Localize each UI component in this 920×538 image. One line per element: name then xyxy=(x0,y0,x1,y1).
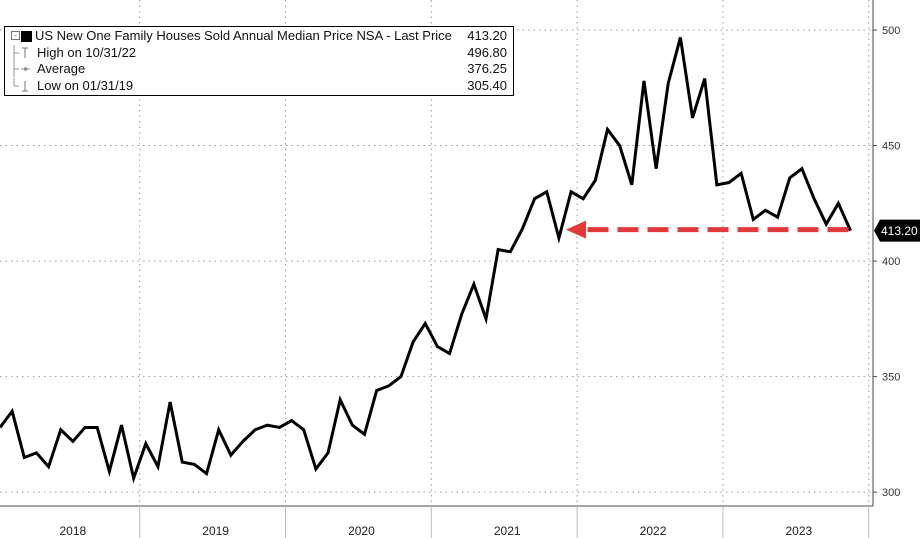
last-value-label: 413.20 xyxy=(881,224,918,238)
low-marker-icon xyxy=(11,77,35,94)
y-tick-label: 300 xyxy=(882,487,900,499)
grid xyxy=(0,0,873,506)
legend-row-high: High on 10/31/22 496.80 xyxy=(11,44,507,62)
legend-average-label: Average xyxy=(37,61,86,76)
x-tick-label: 2019 xyxy=(202,524,229,538)
x-tick-label: 2021 xyxy=(494,524,521,538)
legend-row-average: Average 376.25 xyxy=(11,61,507,78)
y-ticks: 300 350 400 450 500 xyxy=(873,25,900,499)
y-tick-label: 350 xyxy=(882,372,900,384)
x-tick-label: 2018 xyxy=(60,524,87,538)
series-line xyxy=(0,37,852,484)
x-tick-labels: 2018 2019 2020 2021 2022 2023 xyxy=(60,524,813,538)
y-tick-label: 500 xyxy=(882,25,900,37)
annotation-arrowhead xyxy=(566,220,586,239)
legend-row-title: - US New One Family Houses Sold Annual M… xyxy=(11,28,507,45)
collapse-icon[interactable]: - xyxy=(11,31,20,40)
legend-row-low: Low on 01/31/19 305.40 xyxy=(11,77,507,95)
average-marker-icon xyxy=(11,61,35,77)
y-tick-label: 400 xyxy=(882,256,900,268)
legend-average-value: 376.25 xyxy=(467,61,507,76)
y-tick-label: 450 xyxy=(882,141,900,153)
legend-high-label: High on 10/31/22 xyxy=(37,44,137,60)
annotation: 413.20 xyxy=(566,219,920,242)
legend-high-value: 496.80 xyxy=(467,44,507,60)
high-marker-icon xyxy=(11,44,35,61)
legend-title-icon: - xyxy=(11,28,35,44)
legend-box: - US New One Family Houses Sold Annual M… xyxy=(4,26,514,96)
legend-title-value: 413.20 xyxy=(467,28,507,43)
axes xyxy=(0,0,874,538)
x-tick-label: 2023 xyxy=(785,524,812,538)
last-value-tag xyxy=(874,219,920,242)
series-swatch-icon xyxy=(21,31,32,42)
series xyxy=(0,37,852,484)
legend-low-value: 305.40 xyxy=(467,77,507,93)
x-tick-label: 2020 xyxy=(348,524,375,538)
legend-low-label: Low on 01/31/19 xyxy=(37,77,134,93)
legend-title: US New One Family Houses Sold Annual Med… xyxy=(35,28,452,43)
x-tick-label: 2022 xyxy=(640,524,667,538)
